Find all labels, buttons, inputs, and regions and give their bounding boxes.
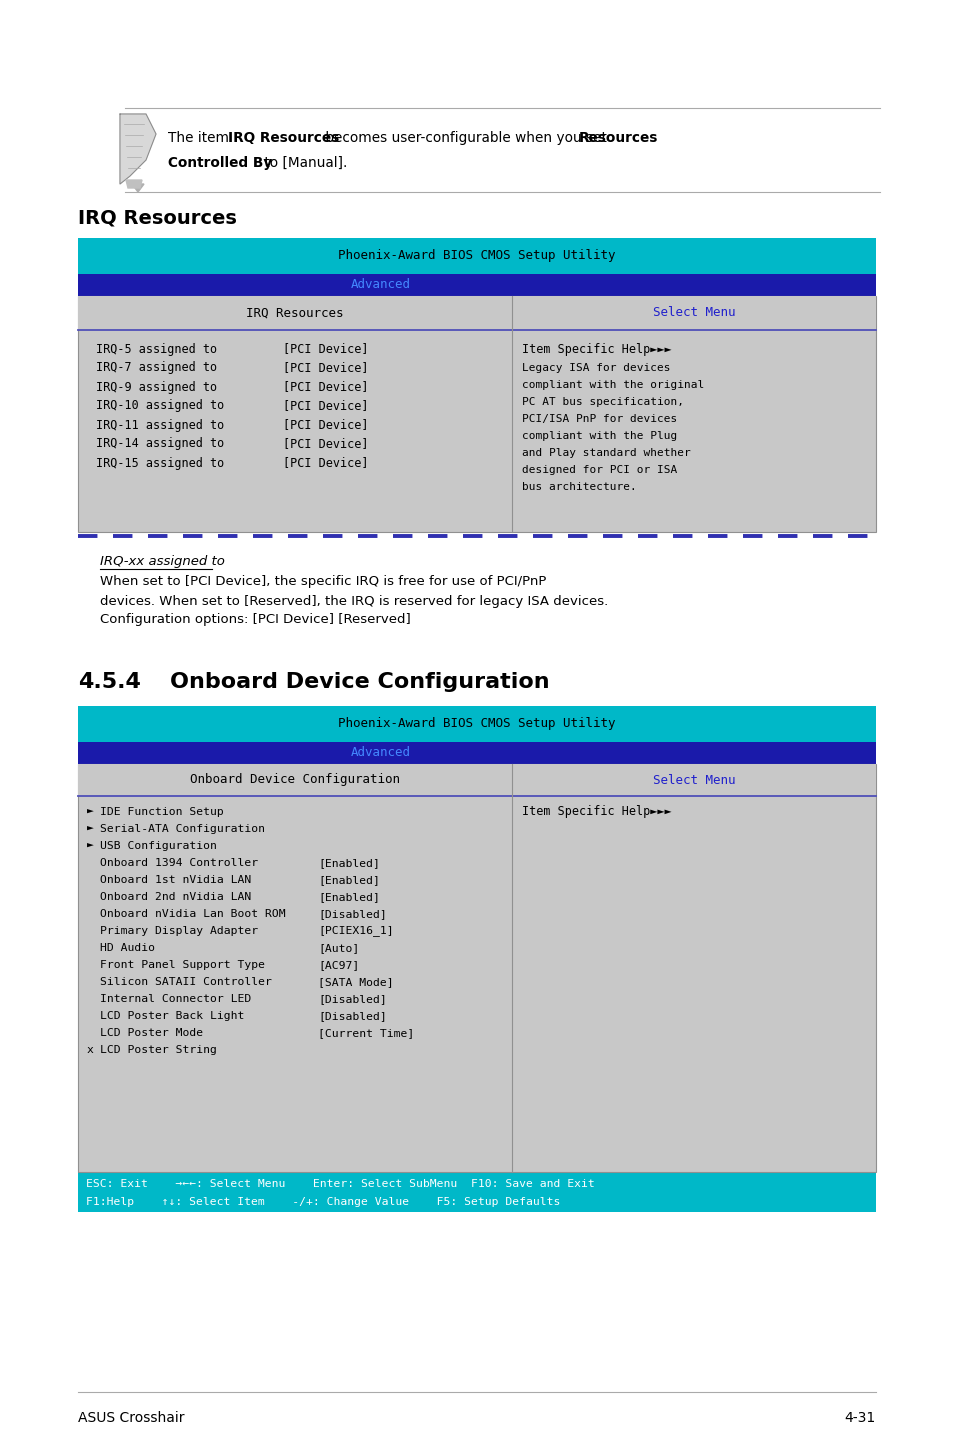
Text: Advanced: Advanced <box>351 746 411 759</box>
Text: [Disabled]: [Disabled] <box>317 909 386 919</box>
Text: [Enabled]: [Enabled] <box>317 858 379 869</box>
Bar <box>78 296 875 532</box>
Text: compliant with the original: compliant with the original <box>521 380 703 390</box>
Text: bus architecture.: bus architecture. <box>521 482 636 492</box>
Text: IRQ-15 assigned to: IRQ-15 assigned to <box>96 456 224 469</box>
Text: Item Specific Help►►►: Item Specific Help►►► <box>521 342 671 355</box>
Text: The item: The item <box>168 131 233 145</box>
Text: Internal Connector LED: Internal Connector LED <box>100 994 251 1004</box>
Bar <box>78 275 875 296</box>
Text: [SATA Mode]: [SATA Mode] <box>317 976 394 986</box>
Text: Legacy ISA for devices: Legacy ISA for devices <box>521 362 670 372</box>
Polygon shape <box>132 184 144 193</box>
Bar <box>78 1172 875 1212</box>
Text: and Play standard whether: and Play standard whether <box>521 449 690 457</box>
Text: HD Audio: HD Audio <box>100 943 154 953</box>
Text: Onboard nVidia Lan Boot ROM: Onboard nVidia Lan Boot ROM <box>100 909 285 919</box>
Polygon shape <box>120 114 156 184</box>
Text: [Current Time]: [Current Time] <box>317 1028 414 1038</box>
Text: IRQ-7 assigned to: IRQ-7 assigned to <box>96 361 217 374</box>
Text: Onboard Device Configuration: Onboard Device Configuration <box>170 672 549 692</box>
Text: designed for PCI or ISA: designed for PCI or ISA <box>521 464 677 475</box>
Text: Resources: Resources <box>578 131 658 145</box>
Text: [PCI Device]: [PCI Device] <box>283 418 368 431</box>
Text: IRQ Resources: IRQ Resources <box>246 306 343 319</box>
Text: IDE Function Setup: IDE Function Setup <box>100 807 224 817</box>
Text: IRQ-11 assigned to: IRQ-11 assigned to <box>96 418 224 431</box>
Text: [Enabled]: [Enabled] <box>317 892 379 902</box>
Text: IRQ Resources: IRQ Resources <box>228 131 339 145</box>
Text: IRQ-xx assigned to: IRQ-xx assigned to <box>100 555 225 568</box>
Text: ►: ► <box>87 841 93 851</box>
Text: ►: ► <box>87 807 93 817</box>
Bar <box>78 764 875 1172</box>
Polygon shape <box>126 180 142 188</box>
Text: IRQ-14 assigned to: IRQ-14 assigned to <box>96 437 224 450</box>
Text: to [Manual].: to [Manual]. <box>260 155 347 170</box>
Text: Configuration options: [PCI Device] [Reserved]: Configuration options: [PCI Device] [Res… <box>100 614 411 627</box>
Bar <box>78 764 875 797</box>
Text: Advanced: Advanced <box>351 279 411 292</box>
Text: [PCI Device]: [PCI Device] <box>283 361 368 374</box>
Text: IRQ-5 assigned to: IRQ-5 assigned to <box>96 342 217 355</box>
Text: Phoenix-Award BIOS CMOS Setup Utility: Phoenix-Award BIOS CMOS Setup Utility <box>338 718 615 731</box>
Text: ►: ► <box>87 824 93 834</box>
Text: Front Panel Support Type: Front Panel Support Type <box>100 961 265 971</box>
Text: Select Menu: Select Menu <box>652 306 735 319</box>
Text: Item Specific Help►►►: Item Specific Help►►► <box>521 805 671 818</box>
Text: Onboard Device Configuration: Onboard Device Configuration <box>190 774 399 787</box>
Text: PC AT bus specification,: PC AT bus specification, <box>521 397 683 407</box>
Text: Phoenix-Award BIOS CMOS Setup Utility: Phoenix-Award BIOS CMOS Setup Utility <box>338 250 615 263</box>
Text: IRQ Resources: IRQ Resources <box>78 209 236 227</box>
Text: [PCI Device]: [PCI Device] <box>283 456 368 469</box>
Text: [Auto]: [Auto] <box>317 943 359 953</box>
Text: IRQ-9 assigned to: IRQ-9 assigned to <box>96 381 217 394</box>
Text: [Disabled]: [Disabled] <box>317 994 386 1004</box>
Text: [AC97]: [AC97] <box>317 961 359 971</box>
Text: [PCI Device]: [PCI Device] <box>283 342 368 355</box>
Text: [PCI Device]: [PCI Device] <box>283 381 368 394</box>
Text: devices. When set to [Reserved], the IRQ is reserved for legacy ISA devices.: devices. When set to [Reserved], the IRQ… <box>100 594 608 607</box>
Text: 4.5.4: 4.5.4 <box>78 672 141 692</box>
Text: Silicon SATAII Controller: Silicon SATAII Controller <box>100 976 272 986</box>
Text: Primary Display Adapter: Primary Display Adapter <box>100 926 258 936</box>
Text: ESC: Exit    →←←: Select Menu    Enter: Select SubMenu  F10: Save and Exit: ESC: Exit →←←: Select Menu Enter: Select… <box>86 1179 594 1189</box>
Text: Onboard 1st nVidia LAN: Onboard 1st nVidia LAN <box>100 874 251 884</box>
Bar <box>78 239 875 275</box>
Text: LCD Poster Back Light: LCD Poster Back Light <box>100 1011 244 1021</box>
Text: [PCI Device]: [PCI Device] <box>283 437 368 450</box>
Text: Onboard 1394 Controller: Onboard 1394 Controller <box>100 858 258 869</box>
Text: ASUS Crosshair: ASUS Crosshair <box>78 1411 184 1425</box>
Text: PCI/ISA PnP for devices: PCI/ISA PnP for devices <box>521 414 677 424</box>
Text: becomes user-configurable when you set: becomes user-configurable when you set <box>320 131 611 145</box>
Text: [PCIEX16_1]: [PCIEX16_1] <box>317 926 394 936</box>
Text: LCD Poster String: LCD Poster String <box>100 1045 216 1055</box>
Bar <box>78 296 875 329</box>
Text: Select Menu: Select Menu <box>652 774 735 787</box>
Text: Controlled By: Controlled By <box>168 155 272 170</box>
Text: x: x <box>87 1045 93 1055</box>
Text: Onboard 2nd nVidia LAN: Onboard 2nd nVidia LAN <box>100 892 251 902</box>
Bar <box>78 706 875 742</box>
Text: IRQ-10 assigned to: IRQ-10 assigned to <box>96 400 224 413</box>
Text: USB Configuration: USB Configuration <box>100 841 216 851</box>
Text: LCD Poster Mode: LCD Poster Mode <box>100 1028 203 1038</box>
Text: compliant with the Plug: compliant with the Plug <box>521 431 677 441</box>
Text: Serial-ATA Configuration: Serial-ATA Configuration <box>100 824 265 834</box>
Bar <box>78 742 875 764</box>
Text: [PCI Device]: [PCI Device] <box>283 400 368 413</box>
Text: 4-31: 4-31 <box>843 1411 875 1425</box>
Text: F1:Help    ↑↓: Select Item    -/+: Change Value    F5: Setup Defaults: F1:Help ↑↓: Select Item -/+: Change Valu… <box>86 1196 559 1206</box>
Text: [Disabled]: [Disabled] <box>317 1011 386 1021</box>
Text: [Enabled]: [Enabled] <box>317 874 379 884</box>
Bar <box>78 296 875 532</box>
Text: When set to [PCI Device], the specific IRQ is free for use of PCI/PnP: When set to [PCI Device], the specific I… <box>100 575 546 588</box>
Bar <box>78 764 875 1172</box>
